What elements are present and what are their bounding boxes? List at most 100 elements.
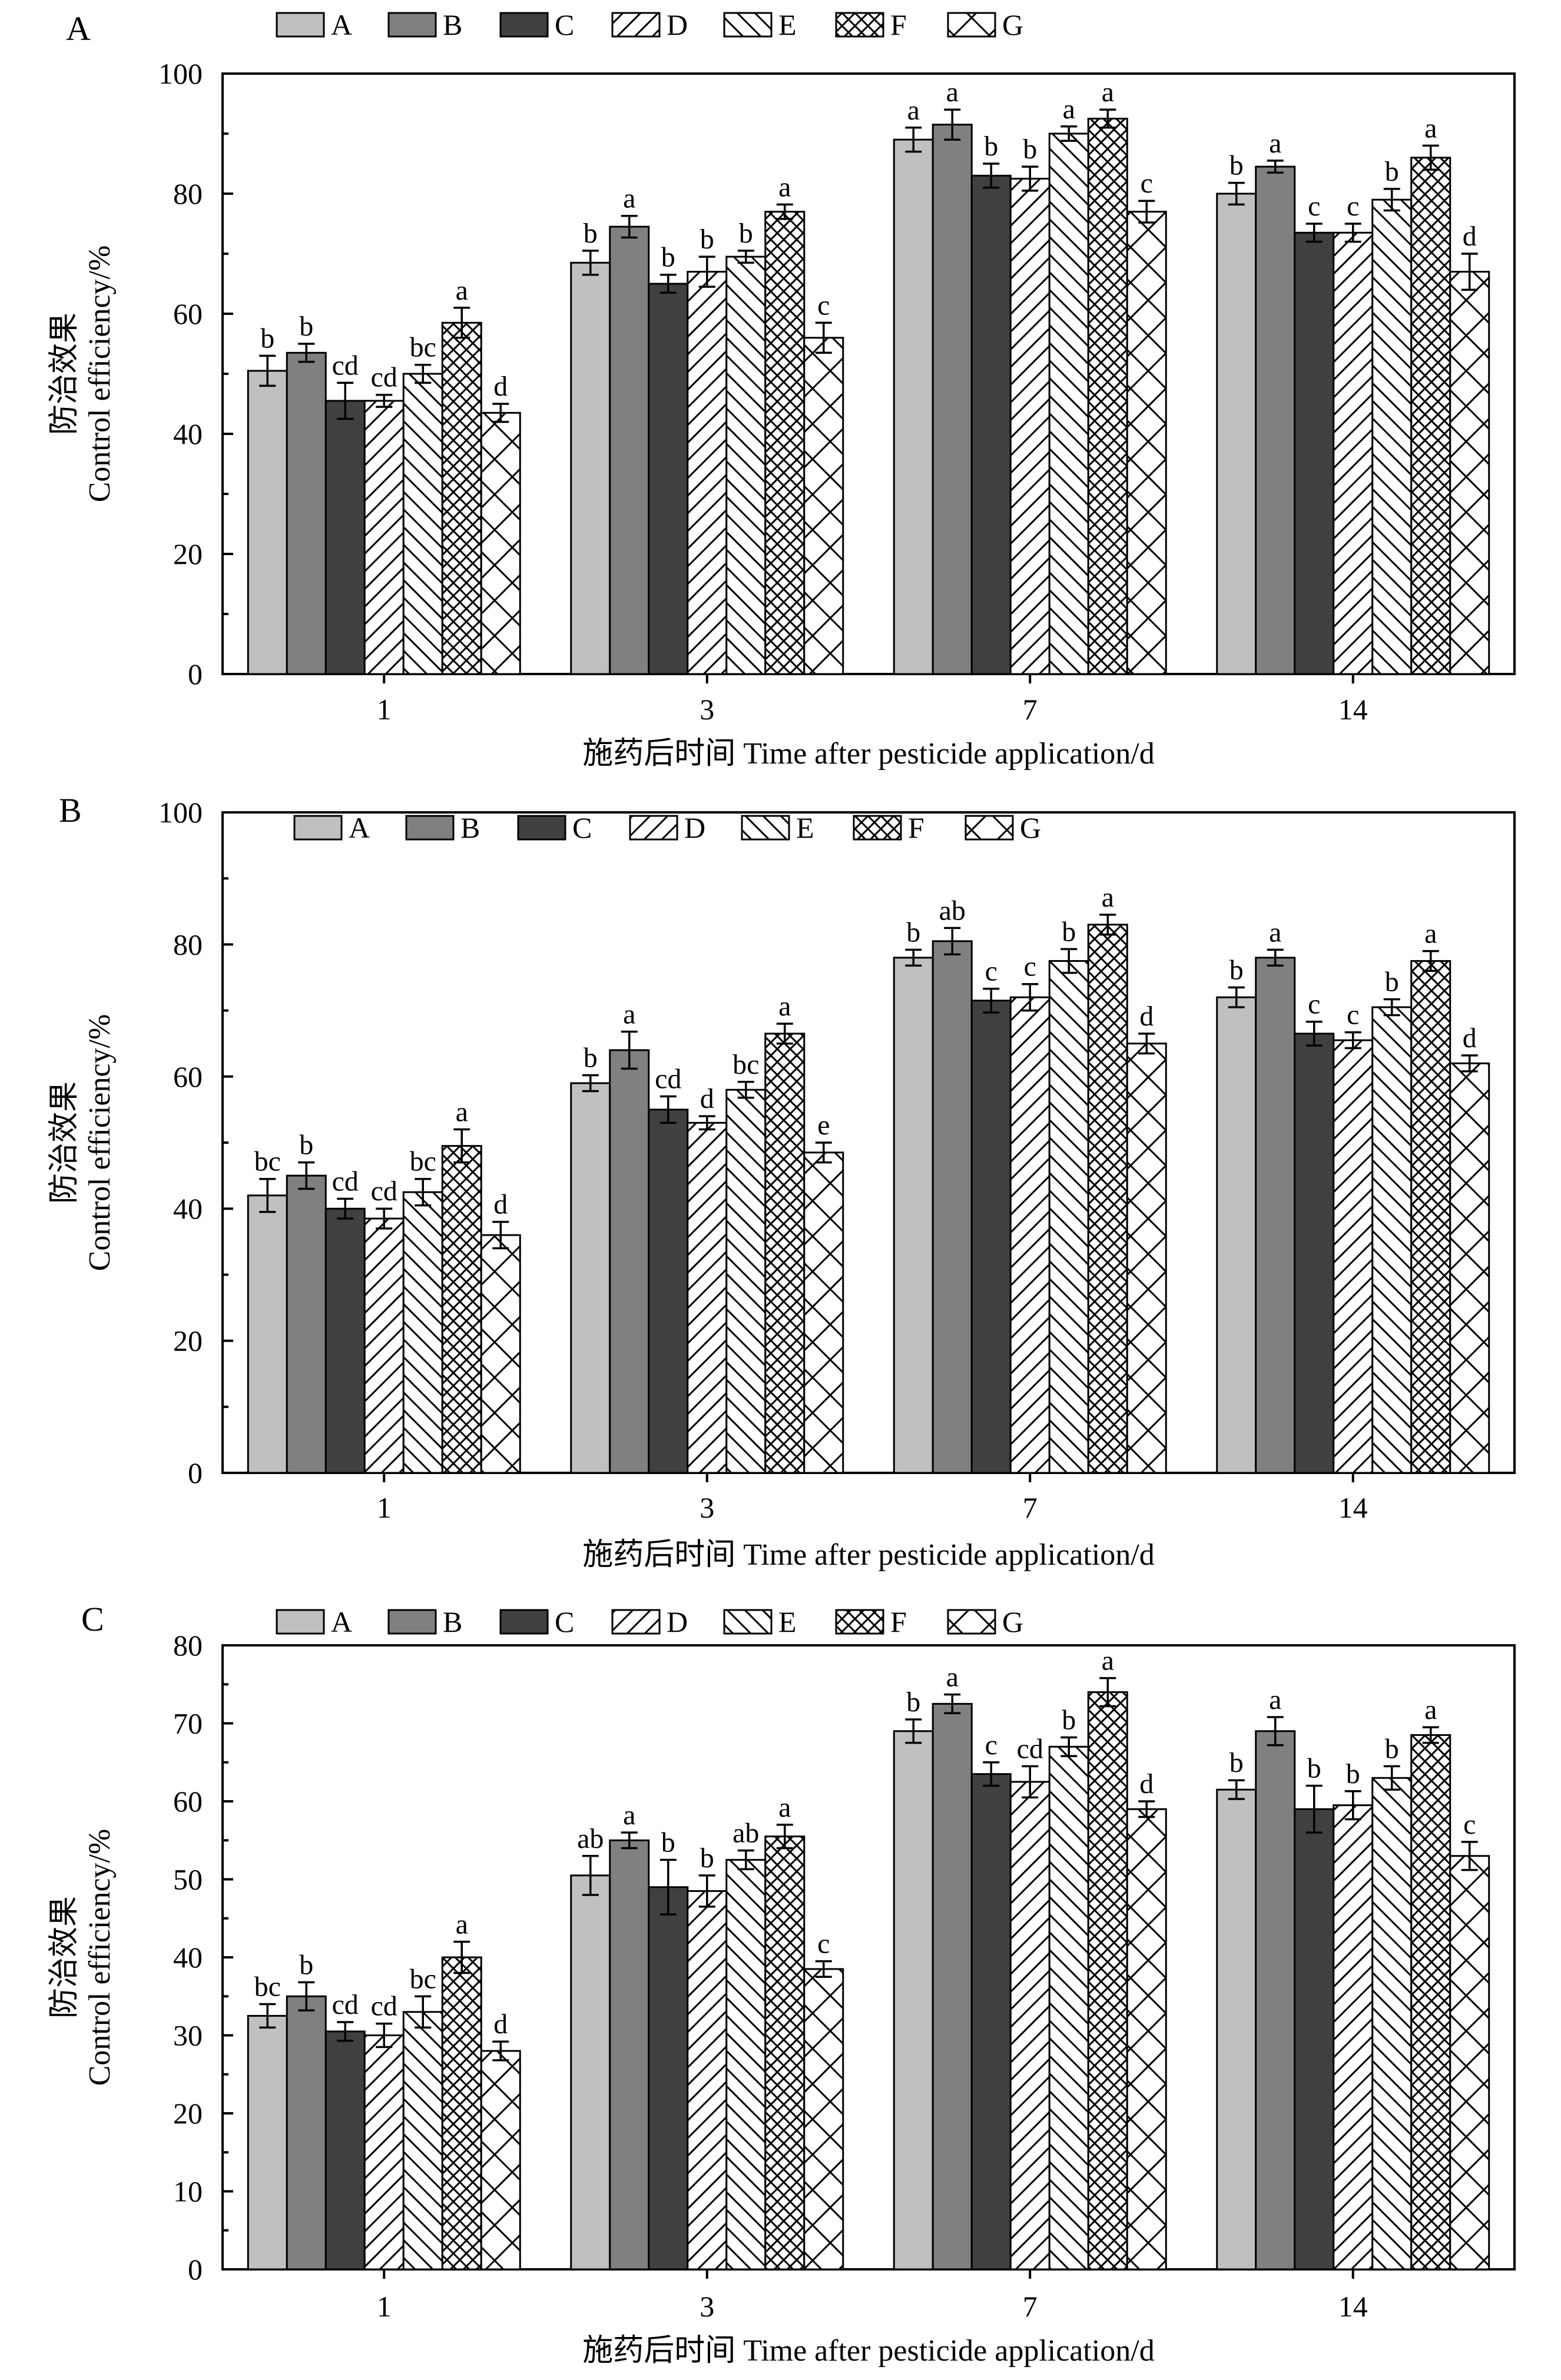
y-axis-title-en: Control efficiency/%	[83, 1829, 117, 2086]
bar-c-day-7	[970, 1000, 1012, 1474]
bar-f-day-1	[441, 1145, 482, 1474]
y-tick-label: 40	[173, 1941, 203, 1974]
y-tick-label: 0	[188, 1456, 203, 1489]
bar-b-day-3	[609, 225, 650, 675]
y-tick-label: 50	[173, 1863, 203, 1896]
legend-swatch-f	[835, 1609, 884, 1635]
bar-a-day-14	[1216, 1788, 1257, 2271]
significance-letter: a	[623, 1800, 635, 1831]
legend-label-e: E	[778, 8, 797, 41]
significance-letter: c	[1347, 1000, 1359, 1031]
x-tick-label: 7	[1023, 1491, 1038, 1524]
significance-letter: c	[1347, 191, 1359, 222]
x-tick-label: 14	[1338, 1491, 1368, 1524]
bar-e-day-1	[402, 373, 443, 675]
chart-panel-c: C A B C D E F G 0 10 20 30 40 50 60 70 80 防治效果Control eff…	[48, 1600, 1516, 2368]
legend-swatch-c	[517, 815, 566, 841]
significance-letter: a	[946, 77, 959, 108]
legend-label-f: F	[890, 8, 907, 41]
bar-d-day-14	[1333, 1804, 1374, 2271]
bar-c-day-3	[648, 1886, 689, 2271]
legend-label-b: B	[443, 1605, 462, 1638]
bar-e-day-7	[1048, 960, 1089, 1474]
y-tick-label: 0	[188, 658, 203, 691]
significance-letter: a	[456, 1097, 468, 1128]
legend-swatch-a	[276, 1609, 325, 1635]
significance-letter: bc	[410, 1963, 436, 1994]
y-axis-title: 防治效果Control efficiency/%	[48, 245, 117, 503]
bar-d-day-7	[1009, 1781, 1050, 2271]
significance-letter: a	[1102, 77, 1114, 108]
legend-swatch-g	[947, 1609, 996, 1635]
bar-c-day-1	[324, 2030, 366, 2271]
bar-a-day-1	[247, 1194, 288, 1474]
significance-letter: a	[1063, 94, 1075, 125]
significance-letter: b	[1062, 1704, 1076, 1735]
x-axis-title: 施药后时间 Time after pesticide application/d	[582, 2334, 1154, 2368]
bar-d-day-3	[687, 271, 728, 675]
significance-letter: cd	[1017, 1733, 1043, 1764]
legend-label-b: B	[443, 8, 462, 41]
significance-letter: b	[1023, 134, 1037, 165]
legend-label-d: D	[667, 1605, 688, 1638]
y-tick-label: 60	[173, 1060, 203, 1093]
significance-letter: c	[985, 1730, 997, 1761]
legend-label-f: F	[890, 1605, 907, 1638]
bar-a-day-1	[247, 370, 288, 675]
significance-letter: b	[700, 224, 714, 255]
significance-letter: b	[299, 311, 313, 342]
significance-letter: bc	[254, 1146, 281, 1177]
significance-letter: cd	[332, 1166, 359, 1197]
significance-letter: b	[661, 242, 675, 273]
legend-swatch-e	[723, 1609, 773, 1635]
bar-c-day-1	[324, 400, 366, 675]
x-axis-title: 施药后时间 Time after pesticide application/d	[582, 1538, 1154, 1572]
bar-e-day-3	[725, 255, 767, 675]
legend-label-e: E	[796, 811, 814, 844]
significance-letter: b	[1307, 1753, 1321, 1784]
legend-swatch-d	[611, 12, 661, 38]
significance-letter: c	[1308, 191, 1320, 222]
bar-d-day-7	[1009, 996, 1050, 1474]
y-tick-label: 20	[173, 1325, 203, 1357]
y-tick-label: 60	[173, 297, 203, 330]
significance-letter: cd	[371, 1991, 397, 2022]
bar-b-day-7	[932, 1702, 973, 2271]
y-tick-label: 100	[158, 796, 203, 829]
legend-label-a: A	[331, 1605, 352, 1638]
significance-letter: c	[817, 290, 830, 321]
panel-label: C	[81, 1600, 104, 1638]
bar-b-day-7	[932, 940, 973, 1474]
bar-d-day-1	[363, 1217, 405, 1474]
significance-letter: cd	[332, 1989, 359, 2020]
significance-letter: b	[661, 1827, 675, 1858]
significance-letter: b	[984, 131, 998, 162]
bar-a-day-7	[893, 1730, 934, 2271]
significance-letter: a	[456, 1909, 468, 1940]
bar-c-day-14	[1294, 231, 1335, 675]
significance-letter: cd	[371, 1176, 397, 1207]
y-axis-title-cn: 防治效果	[48, 1896, 81, 2019]
legend-label-a: A	[349, 811, 370, 844]
significance-letter: a	[1269, 1684, 1281, 1715]
y-tick-label: 80	[173, 928, 203, 961]
y-tick-label: 0	[188, 2253, 203, 2286]
bar-e-day-3	[725, 1088, 767, 1474]
bar-a-day-7	[893, 138, 934, 675]
bar-e-day-14	[1371, 1006, 1413, 1474]
significance-letter: a	[907, 95, 920, 126]
bar-e-day-14	[1371, 1777, 1413, 2271]
bar-b-day-1	[286, 1174, 327, 1474]
legend-swatch-c	[499, 1609, 549, 1635]
x-axis-title: 施药后时间 Time after pesticide application/d	[582, 737, 1154, 771]
x-tick-label: 7	[1023, 693, 1038, 726]
significance-letter: a	[623, 999, 635, 1030]
legend-label-c: C	[555, 1605, 574, 1638]
bar-f-day-1	[441, 1956, 482, 2271]
bar-g-day-7	[1126, 211, 1167, 675]
legend-swatch-a	[276, 12, 325, 38]
significance-letter: d	[493, 2009, 508, 2040]
significance-letter: d	[1139, 1001, 1154, 1032]
significance-letter: b	[906, 917, 920, 948]
